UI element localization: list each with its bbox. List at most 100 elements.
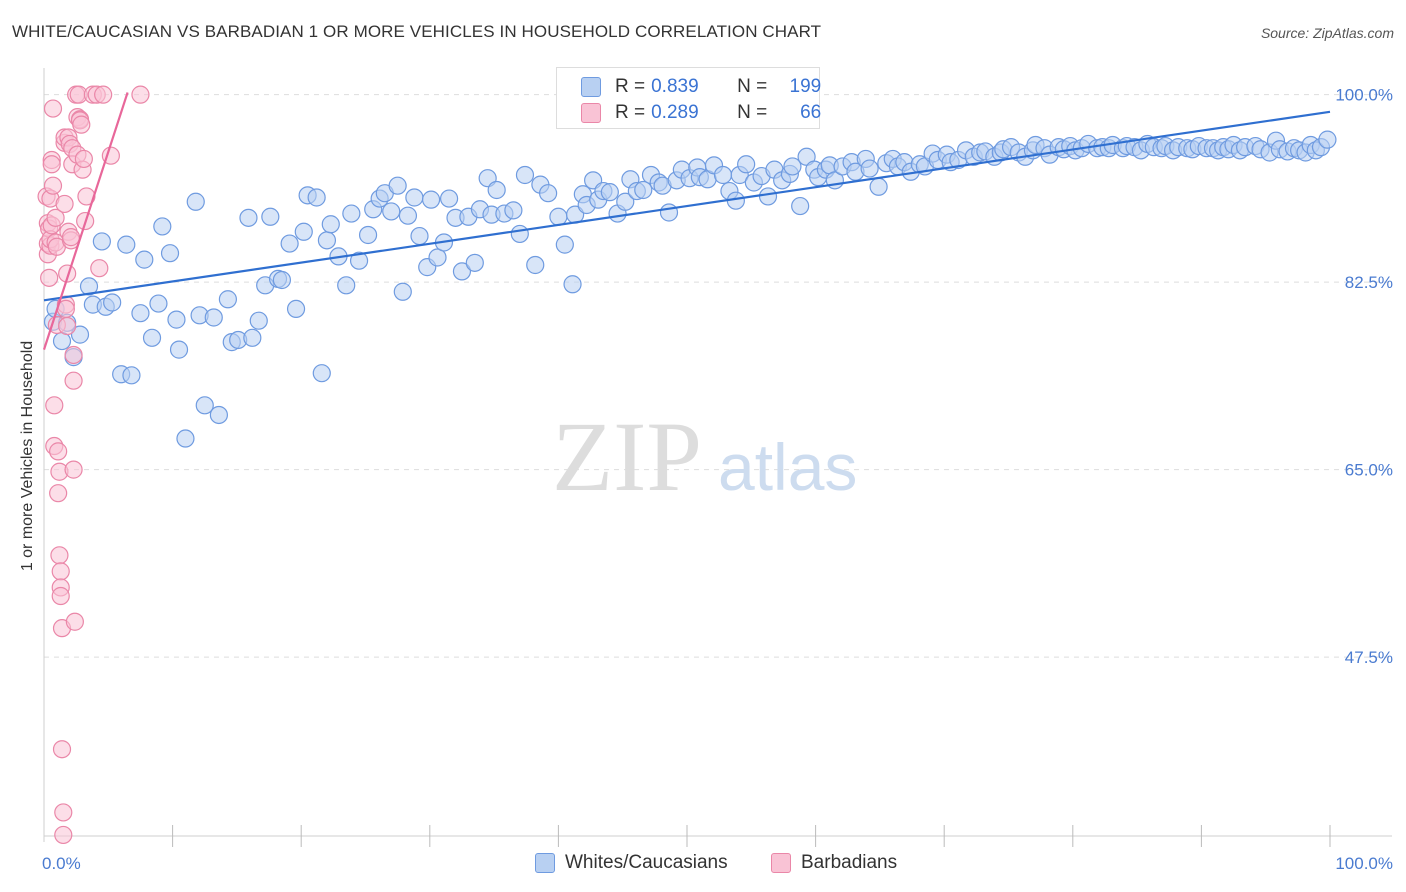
data-point — [239, 208, 258, 227]
data-point — [131, 85, 150, 104]
n-label: N = — [737, 76, 768, 97]
data-point — [135, 250, 154, 269]
watermark-atlas: atlas — [718, 430, 857, 504]
data-point — [398, 206, 418, 225]
data-point — [272, 270, 292, 290]
data-point — [713, 165, 733, 185]
tick-labels: 100.0% 82.5% 65.0% 47.5% 0.0% 100.0% — [42, 86, 1393, 873]
data-point — [153, 217, 172, 236]
data-point — [209, 405, 228, 425]
legend-row-whites: R = 0.839 N = 199 — [581, 75, 821, 99]
r-value-barbadians: 0.289 — [651, 102, 699, 123]
data-point — [42, 155, 61, 174]
data-point — [51, 562, 70, 581]
data-point — [43, 176, 63, 195]
trend-lines — [42, 92, 1331, 350]
data-point — [342, 204, 361, 223]
data-point — [46, 208, 65, 227]
data-point — [58, 316, 77, 336]
data-point — [555, 235, 574, 254]
data-point — [61, 228, 81, 247]
data-point — [65, 612, 84, 631]
data-point — [1318, 130, 1337, 149]
data-point — [72, 115, 91, 134]
data-point — [167, 310, 186, 329]
watermark-zip: ZIP — [552, 401, 702, 512]
legend-swatch-blue — [535, 853, 555, 873]
data-point — [421, 190, 441, 209]
data-point — [869, 177, 888, 196]
r-label: R = — [615, 76, 646, 97]
data-point — [783, 157, 802, 176]
data-point — [337, 276, 356, 295]
data-point — [40, 268, 59, 287]
data-point — [122, 366, 141, 385]
y-tick-label: 100.0% — [1335, 86, 1393, 105]
data-point — [659, 203, 679, 222]
data-point — [616, 192, 635, 211]
data-point — [92, 232, 111, 251]
legend-item-whites: Whites/Caucasians — [535, 852, 728, 874]
axes — [43, 68, 1392, 847]
legend-row-barbadians: R = 0.289 N = 66 — [581, 101, 821, 125]
r-value-whites: 0.839 — [651, 76, 699, 97]
data-point — [50, 546, 69, 565]
data-point — [539, 184, 558, 203]
data-point — [791, 196, 810, 216]
trend-line — [43, 110, 1331, 302]
legend-swatch-pink — [581, 103, 601, 123]
data-point — [410, 226, 429, 246]
n-value-barbadians: 66 — [800, 102, 822, 123]
chart-title: WHITE/CAUCASIAN VS BARBADIAN 1 OR MORE V… — [12, 22, 822, 41]
data-point — [94, 85, 113, 104]
series-whites-caucasians-points — [43, 130, 1337, 448]
stats-legend: R = 0.839 N = 199 R = 0.289 N = 66 — [556, 67, 821, 129]
data-point — [358, 225, 378, 245]
trend-line — [42, 92, 129, 350]
data-point — [261, 207, 280, 226]
data-point — [54, 825, 73, 845]
data-point — [249, 311, 268, 330]
data-point — [49, 484, 68, 503]
watermark: ZIP atlas — [552, 401, 857, 512]
n-value-whites: 199 — [789, 76, 822, 97]
data-point — [195, 396, 214, 415]
y-tick-label: 47.5% — [1345, 648, 1393, 667]
data-point — [64, 371, 83, 390]
data-point — [510, 224, 529, 244]
x-tick-label: 100.0% — [1335, 854, 1393, 873]
data-point — [204, 308, 223, 327]
data-point — [465, 253, 484, 272]
legend-swatch-pink — [771, 853, 791, 873]
data-point — [64, 345, 83, 365]
data-point — [243, 328, 262, 347]
data-point — [317, 231, 337, 250]
data-point — [218, 290, 237, 309]
data-point — [79, 277, 99, 296]
data-point — [634, 180, 653, 200]
data-point — [149, 294, 168, 313]
data-point — [388, 176, 407, 195]
data-point — [64, 460, 83, 479]
data-point — [55, 194, 74, 214]
data-point — [600, 183, 619, 202]
data-point — [186, 192, 205, 211]
data-point — [169, 340, 189, 359]
data-point — [52, 740, 72, 759]
data-point — [176, 429, 195, 448]
data-point — [758, 187, 778, 206]
data-point — [74, 149, 93, 169]
data-point — [131, 304, 150, 323]
data-point — [142, 328, 162, 347]
data-point — [43, 99, 63, 118]
data-point — [515, 165, 535, 185]
legend-swatch-blue — [581, 77, 601, 97]
y-tick-label: 82.5% — [1345, 273, 1393, 292]
legend-label-barbadians: Barbadians — [801, 852, 898, 873]
legend-label-whites: Whites/Caucasians — [565, 852, 728, 873]
data-point — [58, 264, 77, 283]
legend-item-barbadians: Barbadians — [771, 852, 897, 874]
data-point — [405, 188, 424, 207]
data-point — [393, 282, 412, 301]
